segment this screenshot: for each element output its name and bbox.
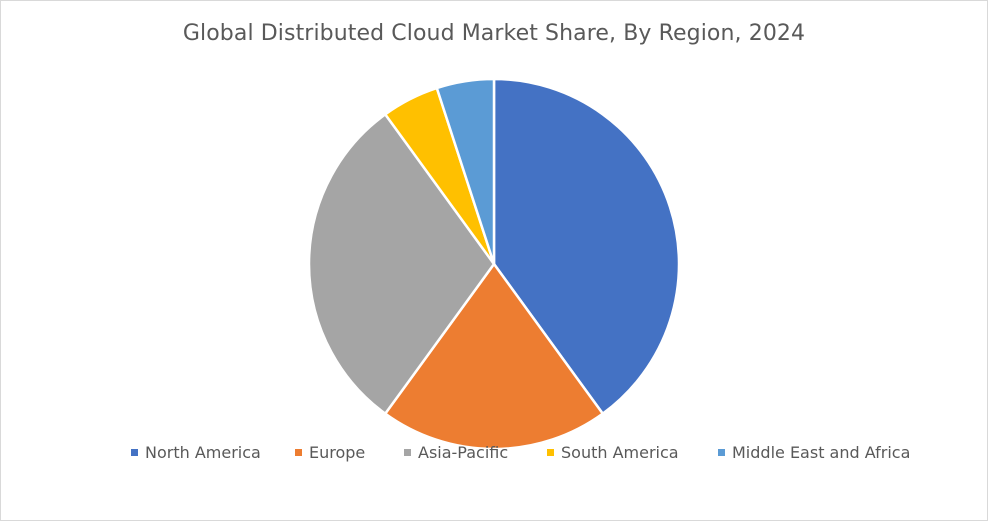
legend-swatch-europe	[295, 448, 302, 456]
legend-label-middle-east-and-africa: Middle East and Africa	[732, 442, 911, 462]
pie-slice-asia-pacific	[307, 113, 496, 415]
legend: North America Europe Asia-Pacific South …	[1, 441, 987, 465]
legend-swatch-south-america	[547, 448, 554, 456]
pie-slice-europe	[384, 262, 604, 451]
legend-label-south-america: South America	[561, 442, 679, 462]
legend-swatch-north-america	[131, 448, 138, 456]
legend-label-europe: Europe	[309, 442, 366, 462]
chart-title: Global Distributed Cloud Market Share, B…	[182, 21, 806, 46]
legend-item-middle-east-and-africa: Middle East and Africa	[718, 441, 910, 463]
pie-slice-middle-east-and-africa	[435, 77, 496, 266]
pie-slice-north-america	[492, 77, 681, 415]
legend-label-north-america: North America	[145, 442, 261, 462]
legend-item-asia-pacific: Asia-Pacific	[404, 441, 508, 463]
legend-swatch-asia-pacific	[404, 448, 411, 456]
legend-item-south-america: South America	[547, 441, 679, 463]
legend-label-asia-pacific: Asia-Pacific	[418, 442, 509, 462]
legend-swatch-middle-east-and-africa	[718, 448, 725, 456]
legend-item-europe: Europe	[295, 441, 365, 463]
legend-item-north-america: North America	[131, 441, 261, 463]
